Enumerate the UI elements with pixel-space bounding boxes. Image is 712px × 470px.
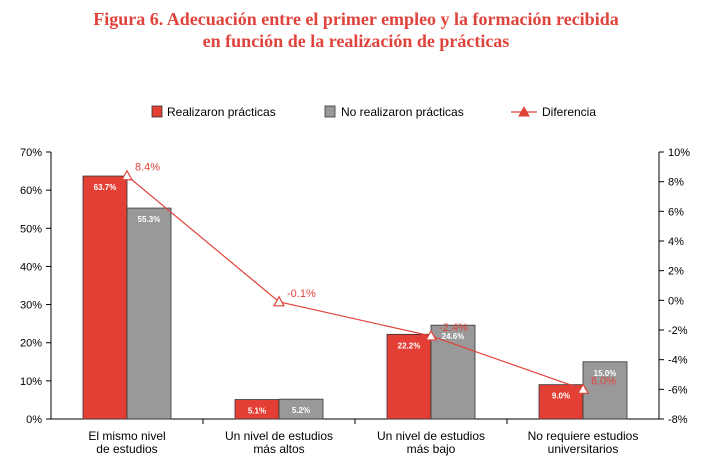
diferencia-label: -0.1% <box>287 288 316 300</box>
x-category-label: más bajo <box>407 442 456 456</box>
bar-label-no-realizaron: 24.6% <box>442 332 465 341</box>
x-category-label: No requiere estudios <box>528 429 639 443</box>
diferencia-marker <box>576 383 590 394</box>
legend-label-diferencia: Diferencia <box>542 105 596 119</box>
x-category-label: El mismo nivel <box>88 429 165 443</box>
bar-realizaron <box>82 175 128 420</box>
bar-label-no-realizaron: 15.0% <box>594 369 617 378</box>
right-tick-label: 8% <box>668 177 684 189</box>
diferencia-marker <box>272 295 286 307</box>
right-tick-label: -6% <box>668 384 688 396</box>
bar-label-realizaron: 9.0% <box>552 392 570 401</box>
bar-realizaron <box>386 333 432 420</box>
left-tick-label: 20% <box>20 338 42 350</box>
right-tick-label: -4% <box>668 355 688 367</box>
bar-label-realizaron: 5.1% <box>248 407 266 416</box>
right-tick-label: -2% <box>668 325 688 337</box>
legend-marker-diferencia <box>518 105 530 117</box>
left-tick-label: 50% <box>20 223 42 235</box>
left-tick-label: 0% <box>26 414 42 426</box>
legend-label-no-realizaron: No realizaron prácticas <box>341 105 464 119</box>
diferencia-label: 6.0% <box>591 375 616 387</box>
legend-swatch-realizaron <box>151 105 163 118</box>
right-tick-label: 6% <box>668 206 684 218</box>
chart-title-line-2: en función de la realización de práctica… <box>202 31 510 51</box>
left-tick-label: 10% <box>20 376 42 388</box>
x-category-label: Un nivel de estudios <box>377 429 485 443</box>
right-tick-label: 0% <box>668 295 684 307</box>
bar-realizaron <box>538 384 584 420</box>
bar-no-realizaron <box>126 207 172 420</box>
left-tick-label: 30% <box>20 300 42 312</box>
bar-label-realizaron: 63.7% <box>94 183 117 192</box>
bar-label-no-realizaron: 5.2% <box>292 406 310 415</box>
legend-swatch-no-realizaron <box>324 105 336 118</box>
legend-label-realizaron: Realizaron prácticas <box>167 105 276 119</box>
diferencia-marker <box>120 169 134 181</box>
diferencia-marker <box>424 329 438 341</box>
right-tick-label: 10% <box>668 147 690 159</box>
left-tick-label: 70% <box>20 147 42 159</box>
chart-title: Figura 6. Adecuación entre el primer emp… <box>0 8 712 52</box>
right-tick-label: 2% <box>668 266 684 278</box>
diferencia-label: 8.4% <box>135 162 160 174</box>
x-category-label: universitarios <box>548 442 619 456</box>
diferencia-line <box>126 175 584 390</box>
bar-no-realizaron <box>278 398 324 420</box>
bar-label-realizaron: 22.2% <box>398 341 421 350</box>
x-category-label: más altos <box>253 442 304 456</box>
left-tick-label: 60% <box>20 185 42 197</box>
right-tick-label: -8% <box>668 414 688 426</box>
bar-no-realizaron <box>582 361 628 420</box>
left-tick-label: 40% <box>20 261 42 273</box>
right-tick-label: 4% <box>668 236 684 248</box>
diferencia-label: -2.4% <box>439 322 468 334</box>
x-category-label: Un nivel de estudios <box>225 429 333 443</box>
chart-title-line-1: Figura 6. Adecuación entre el primer emp… <box>93 9 619 29</box>
x-category-label: de estudios <box>96 442 157 456</box>
bar-label-no-realizaron: 55.3% <box>138 215 161 224</box>
bar-no-realizaron <box>430 324 476 420</box>
